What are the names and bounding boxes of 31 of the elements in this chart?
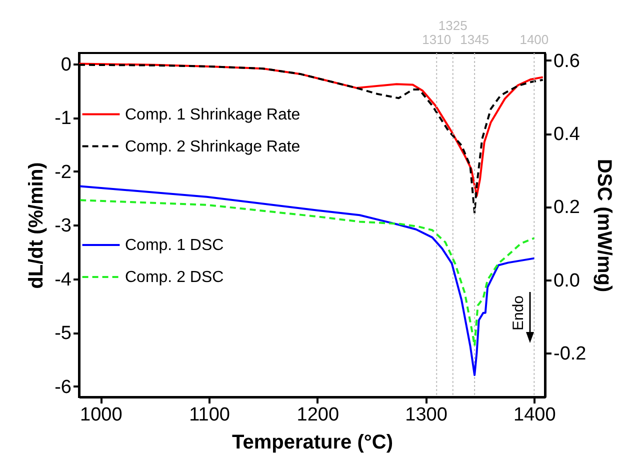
annotation: Endo — [510, 295, 527, 331]
y-tick-label: -4 — [54, 269, 72, 290]
y-axis-title: dL/dt (%/min) — [26, 162, 48, 289]
y-tick-label: -2 — [54, 162, 72, 183]
y-tick-label: -6 — [54, 376, 72, 398]
legend-label: Comp. 1 DSC — [125, 237, 224, 254]
x-tick-label: 1000 — [80, 404, 122, 426]
x-tick-label: 1300 — [405, 404, 448, 426]
legend-label: Comp. 2 DSC — [125, 269, 224, 286]
y2-axis-title: DSC (mW/mg) — [593, 158, 616, 292]
y2-tick-label: -0.2 — [554, 344, 586, 365]
x-axis-title: Temperature (°C) — [232, 432, 393, 454]
ref-line-label: 1400 — [520, 32, 549, 47]
y-tick-label: -1 — [54, 108, 72, 129]
legend-label: Comp. 2 Shrinkage Rate — [125, 138, 300, 156]
y2-tick-label: 0.6 — [554, 50, 580, 72]
y-tick-label: -5 — [54, 323, 72, 344]
x-tick-label: 1100 — [189, 404, 230, 426]
y-tick-label: 0 — [60, 54, 72, 76]
legend-label: Comp. 1 Shrinkage Rate — [125, 106, 300, 124]
ref-line-label: 1310 — [422, 32, 452, 47]
ref-line-label: 1345 — [460, 32, 490, 47]
line-series — [79, 185, 536, 376]
x-tick-label: 1200 — [296, 404, 340, 426]
ref-line-label: 1325 — [438, 18, 468, 33]
y-tick-label: -3 — [54, 216, 72, 236]
y2-tick-label: 0.4 — [554, 124, 580, 146]
y2-tick-label: 0.2 — [554, 197, 580, 218]
y2-tick-label: 0.0 — [554, 270, 580, 292]
x-tick-label: 1400 — [514, 404, 556, 426]
line-series — [79, 199, 536, 347]
